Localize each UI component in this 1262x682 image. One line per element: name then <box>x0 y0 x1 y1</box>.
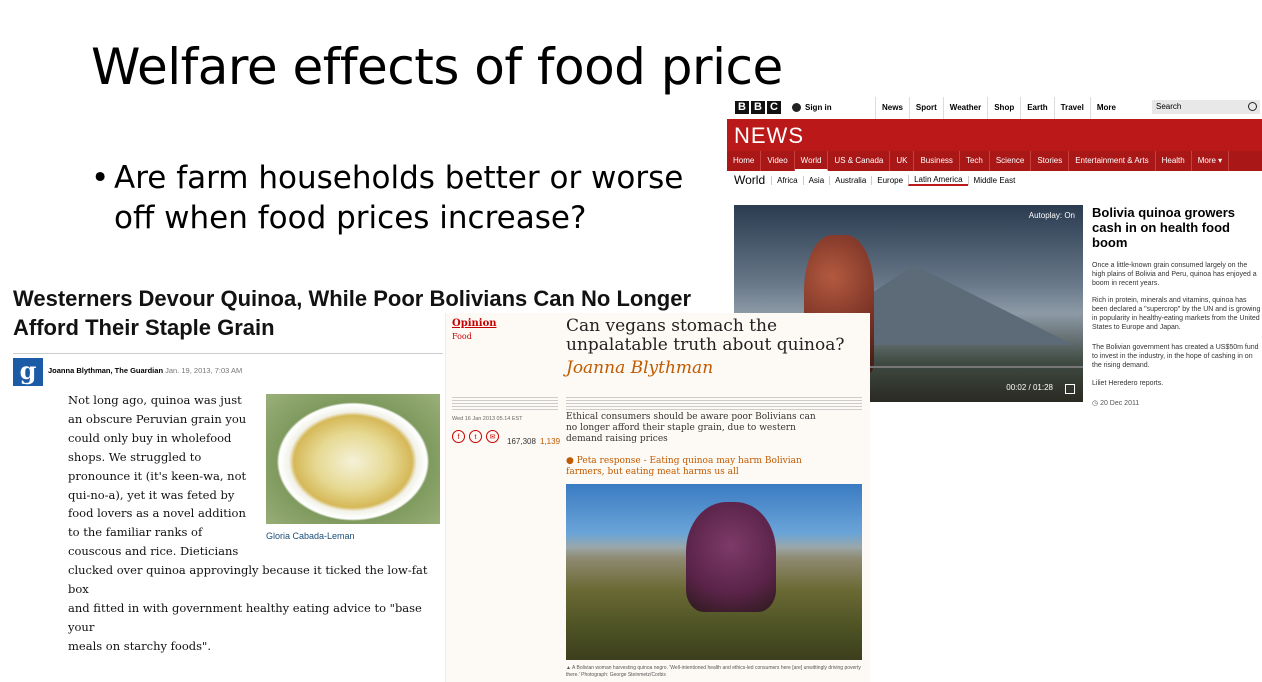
bbc-logo-letter: B <box>735 101 749 114</box>
guardian-headline: Westerners Devour Quinoa, While Poor Bol… <box>13 286 692 340</box>
opinion-standfirst: Ethical consumers should be aware poor B… <box>566 412 816 444</box>
divider <box>566 397 862 411</box>
opinion-title: Can vegans stomach the unpalatable truth… <box>566 316 845 355</box>
bbc-region-asia[interactable]: Asia <box>802 175 830 185</box>
body-line: to the familiar ranks of <box>68 525 203 540</box>
bbc-paragraph: Rich in protein, minerals and vitamins, … <box>1092 297 1261 331</box>
search-icon[interactable] <box>1248 102 1257 111</box>
bbc-sub-science[interactable]: Science <box>990 151 1032 171</box>
bbc-sub-home[interactable]: Home <box>727 151 762 171</box>
body-line: clucked over quinoa approvingly because … <box>68 563 428 596</box>
photo-caption: ▲ A Bolivian woman harvesting quinoa neg… <box>566 665 861 678</box>
image-caption: Gloria Cabada-Leman <box>266 531 355 541</box>
bbc-nav-weather[interactable]: Weather <box>942 97 987 119</box>
bbc-news-brand[interactable]: NEWS <box>734 123 804 148</box>
bbc-sub-business[interactable]: Business <box>914 151 960 171</box>
section-link-food[interactable]: Food <box>452 332 472 341</box>
guardian-body-wide: clucked over quinoa approvingly because … <box>68 561 440 656</box>
body-line: couscous and rice. Dieticians <box>68 544 239 559</box>
related-article-link[interactable]: ● Peta response - Eating quinoa may harm… <box>566 456 802 477</box>
guardian-author[interactable]: Joanna Blythman, The Guardian <box>48 366 164 375</box>
slide-title: Welfare effects of food price <box>91 38 783 96</box>
guardian-date: Jan. 19, 2013, 7:03 AM <box>165 366 243 375</box>
bbc-logo-letter: B <box>751 101 765 114</box>
bbc-sign-in-link[interactable]: Sign in <box>792 103 832 112</box>
bbc-sub-us-canada[interactable]: US & Canada <box>828 151 891 171</box>
bullet-dot-icon: • <box>91 160 110 196</box>
bbc-sub-uk[interactable]: UK <box>890 151 915 171</box>
bbc-paragraph: The Bolivian government has created a US… <box>1092 344 1259 369</box>
body-line: an obscure Peruvian grain you <box>68 411 247 426</box>
body-line: food lovers as a novel addition <box>68 506 246 521</box>
guardian-logo: g <box>13 358 43 386</box>
user-icon <box>792 103 801 112</box>
bbc-news-banner: NEWS Home Video World US & Canada UK Bus… <box>727 119 1262 171</box>
bbc-sub-health[interactable]: Health <box>1156 151 1192 171</box>
quinoa-dish-image <box>266 394 440 524</box>
twitter-share-icon[interactable]: t <box>469 430 482 443</box>
bbc-nav-travel[interactable]: Travel <box>1053 97 1090 119</box>
body-line: qui-no-a), yet it was feted by <box>68 487 235 502</box>
bbc-search-input[interactable]: Search <box>1152 100 1260 114</box>
bbc-region-africa[interactable]: Africa <box>771 175 802 185</box>
body-line: could only buy in wholefood <box>68 430 232 445</box>
divider <box>13 353 443 354</box>
bbc-region-europe[interactable]: Europe <box>871 175 908 185</box>
email-share-icon[interactable]: ✉ <box>486 430 499 443</box>
clock-icon: ◷ <box>1092 400 1101 407</box>
fullscreen-icon[interactable] <box>1065 384 1075 394</box>
bbc-top-bar: B B C Sign in News Sport Weather Shop Ea… <box>727 97 1262 120</box>
video-time: 00:02 / 01:28 <box>1006 383 1053 392</box>
share-count: 167,308 <box>507 437 536 446</box>
body-line: pronounce it (it's keen-wa, not <box>68 468 247 483</box>
bbc-nav-more[interactable]: More <box>1089 97 1153 119</box>
bbc-date-text: 20 Dec 2011 <box>1100 400 1140 407</box>
bbc-sub-video[interactable]: Video <box>761 151 795 171</box>
bbc-region-middle-east[interactable]: Middle East <box>967 175 1021 185</box>
bbc-headline: Bolivia quinoa growers cash in on health… <box>1092 205 1236 250</box>
divider <box>452 397 558 411</box>
bbc-paragraph: Once a little-known grain consumed large… <box>1092 262 1257 287</box>
bbc-section-label[interactable]: World <box>734 173 766 187</box>
bbc-nav-shop[interactable]: Shop <box>987 97 1020 119</box>
guardian-opinion-card: Opinion Food Can vegans stomach the unpa… <box>445 313 870 682</box>
comment-count[interactable]: 1,139 <box>540 437 561 446</box>
body-line: shops. We struggled to <box>68 449 202 464</box>
bbc-region-australia[interactable]: Australia <box>829 175 871 185</box>
bbc-logo[interactable]: B B C <box>735 101 781 114</box>
bbc-sub-tech[interactable]: Tech <box>960 151 990 171</box>
bbc-paragraph: Liliet Heredero reports. <box>1092 380 1164 387</box>
section-link-opinion[interactable]: Opinion <box>452 318 497 329</box>
guardian-body-narrow: Not long ago, quinoa was just an obscure… <box>68 391 263 561</box>
opinion-author[interactable]: Joanna Blythman <box>566 358 714 378</box>
bbc-region-latin-america[interactable]: Latin America <box>908 174 968 186</box>
opinion-date: Wed 16 Jan 2013 05.14 EST <box>452 416 523 422</box>
bbc-section-nav: Home Video World US & Canada UK Business… <box>727 151 1262 171</box>
bbc-sub-entertainment[interactable]: Entertainment & Arts <box>1069 151 1156 171</box>
bullet-point: • Are farm households better or worse of… <box>91 158 701 238</box>
bbc-nav-news[interactable]: News <box>875 97 909 119</box>
body-line: meals on starchy foods". <box>68 638 211 653</box>
bbc-sub-more[interactable]: More ▾ <box>1192 151 1230 171</box>
bbc-top-nav: News Sport Weather Shop Earth Travel Mor… <box>875 97 1153 119</box>
autoplay-toggle[interactable]: Autoplay: On <box>1028 211 1075 220</box>
quinoa-harvest-photo <box>566 484 862 660</box>
bbc-sub-world[interactable]: World <box>794 151 829 171</box>
body-line: and fitted in with government healthy ea… <box>68 600 422 634</box>
bbc-region-nav: World Africa Asia Australia Europe Latin… <box>727 171 1262 189</box>
bbc-nav-sport[interactable]: Sport <box>908 97 943 119</box>
bbc-sign-in-label: Sign in <box>805 103 832 112</box>
bbc-date: ◷ 20 Dec 2011 <box>1092 399 1139 407</box>
body-line: Not long ago, quinoa was just <box>68 393 242 407</box>
guardian-byline: Joanna Blythman, The Guardian Jan. 19, 2… <box>48 366 242 375</box>
bbc-search-placeholder: Search <box>1156 102 1182 111</box>
bullet-text: Are farm households better or worse off … <box>114 160 684 236</box>
bbc-logo-letter: C <box>767 101 781 114</box>
bbc-nav-earth[interactable]: Earth <box>1020 97 1053 119</box>
video-progress-bar[interactable] <box>734 366 1083 368</box>
bbc-sub-stories[interactable]: Stories <box>1031 151 1070 171</box>
facebook-share-icon[interactable]: f <box>452 430 465 443</box>
photo-woman-figure <box>686 502 776 612</box>
